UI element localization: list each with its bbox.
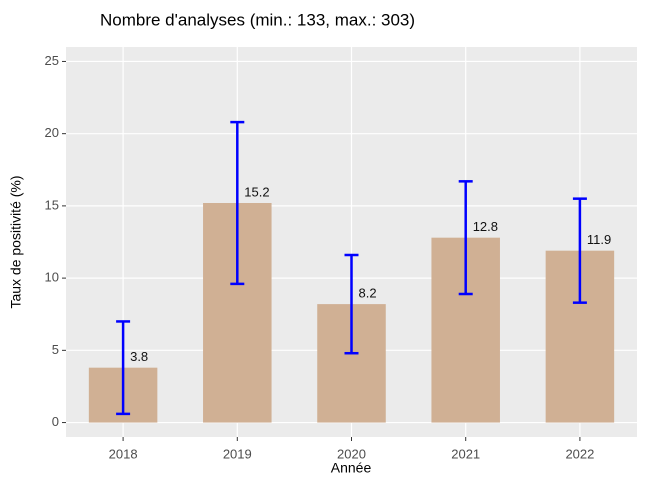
- value-label: 11.9: [587, 232, 611, 247]
- x-tick-label: 2021: [451, 446, 480, 461]
- x-tick-label: 2019: [223, 446, 252, 461]
- value-label: 3.8: [130, 349, 148, 364]
- x-tick-label: 2020: [337, 446, 366, 461]
- y-tick-label: 15: [45, 197, 59, 212]
- y-tick-label: 0: [52, 414, 59, 429]
- x-tick-label: 2022: [565, 446, 594, 461]
- x-axis-label: Année: [331, 460, 372, 476]
- value-label: 8.2: [359, 286, 377, 301]
- y-tick-label: 5: [52, 342, 59, 357]
- y-tick-label: 10: [45, 270, 59, 285]
- value-label: 15.2: [244, 184, 269, 199]
- y-tick-label: 25: [45, 53, 59, 68]
- y-tick-label: 20: [45, 125, 59, 140]
- value-label: 12.8: [473, 219, 498, 234]
- y-axis-label: Taux de positivité (%): [8, 175, 24, 308]
- chart-title: Nombre d'analyses (min.: 133, max.: 303): [100, 10, 415, 29]
- x-tick-label: 2018: [109, 446, 138, 461]
